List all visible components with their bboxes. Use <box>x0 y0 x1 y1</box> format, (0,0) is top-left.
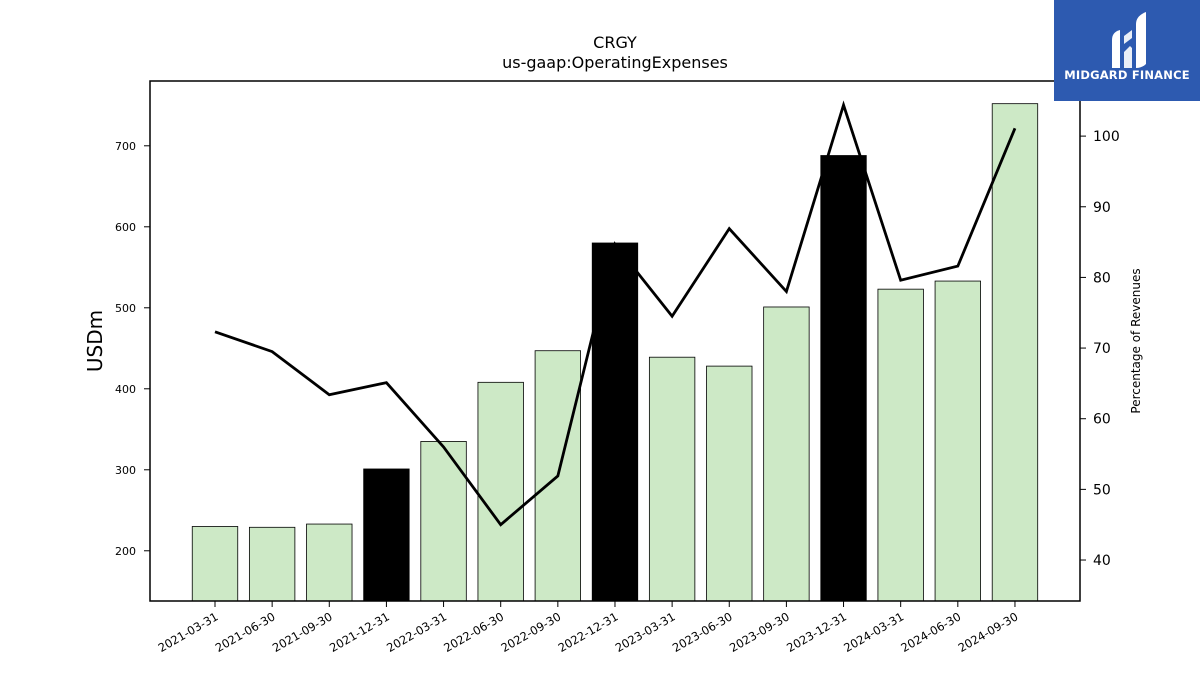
y2-tick-label-90: 90 <box>1093 200 1111 216</box>
line-group <box>214 100 1017 527</box>
y2-tick-label-60: 60 <box>1093 412 1111 428</box>
bar-2021-09-30 <box>306 523 353 602</box>
x-tick-label-2021-06-30: 2021-06-30 <box>213 609 278 655</box>
logo-text: MIDGARD FINANCE <box>1064 68 1190 82</box>
y-tick-label-700: 700 <box>115 140 136 153</box>
x-tick-label-2023-03-31: 2023-03-31 <box>613 609 678 655</box>
x-tick-label-2023-09-30: 2023-09-30 <box>727 609 792 655</box>
x-tick-label-2024-06-30: 2024-06-30 <box>898 609 963 655</box>
x-tick-label-2021-12-31: 2021-12-31 <box>327 609 392 655</box>
x-tick-label-2021-09-30: 2021-09-30 <box>270 609 335 655</box>
y-tick-label-300: 300 <box>115 464 136 477</box>
midgard-logo-icon <box>1112 12 1146 68</box>
bar-2024-09-30 <box>991 103 1039 602</box>
bar-2023-03-31 <box>648 356 696 602</box>
x-tick-label-2022-03-31: 2022-03-31 <box>384 609 449 655</box>
y2-tick-label-100: 100 <box>1093 129 1120 145</box>
bar-2023-06-30 <box>706 365 753 602</box>
x-tick-label-2022-09-30: 2022-09-30 <box>498 609 563 655</box>
y-tick-label-400: 400 <box>115 383 136 396</box>
y2-axis-label: Percentage of Revenues <box>1129 268 1143 413</box>
x-tick-label-2024-03-31: 2024-03-31 <box>841 609 906 655</box>
y-tick-label-600: 600 <box>115 221 136 234</box>
chart-title: CRGY <box>593 33 637 52</box>
bar-2022-06-30 <box>477 381 524 602</box>
y2-tick-label-80: 80 <box>1093 270 1111 286</box>
x-tick-label-2022-12-31: 2022-12-31 <box>556 609 621 655</box>
y-tick-label-200: 200 <box>115 545 136 558</box>
y-axis-label: USDm <box>83 310 107 372</box>
y-tick-label-500: 500 <box>115 302 136 315</box>
y2-tick-label-70: 70 <box>1093 341 1111 357</box>
bar-2023-12-31 <box>820 155 867 602</box>
brand-logo: MIDGARD FINANCE <box>1054 0 1200 101</box>
bar-2021-03-31 <box>191 526 239 602</box>
bar-2024-06-30 <box>934 280 981 602</box>
y-axis-right: 40 50 60 70 80 90 100 <box>1080 129 1120 569</box>
x-tick-label-2023-12-31: 2023-12-31 <box>784 609 849 655</box>
bar-2024-03-31 <box>877 288 924 602</box>
bar-2021-12-31 <box>363 468 410 602</box>
bar-2023-09-30 <box>763 306 810 602</box>
bar-group <box>191 103 1039 602</box>
bar-2022-03-31 <box>420 441 467 602</box>
y2-tick-label-50: 50 <box>1093 482 1111 498</box>
x-tick-label-2024-09-30: 2024-09-30 <box>956 609 1021 655</box>
x-tick-label-2021-03-31: 2021-03-31 <box>156 609 221 655</box>
bar-2021-06-30 <box>248 526 296 602</box>
chart-subtitle: us-gaap:OperatingExpenses <box>502 53 728 72</box>
y2-tick-label-40: 40 <box>1093 553 1111 569</box>
x-tick-label-2023-06-30: 2023-06-30 <box>670 609 735 655</box>
bar-2022-12-31 <box>591 242 639 602</box>
x-axis: 2021-03-312021-06-302021-09-302021-12-31… <box>156 601 1021 655</box>
y-axis-left: 200 300 400 500 600 700 <box>115 140 150 558</box>
x-tick-label-2022-06-30: 2022-06-30 <box>441 609 506 655</box>
